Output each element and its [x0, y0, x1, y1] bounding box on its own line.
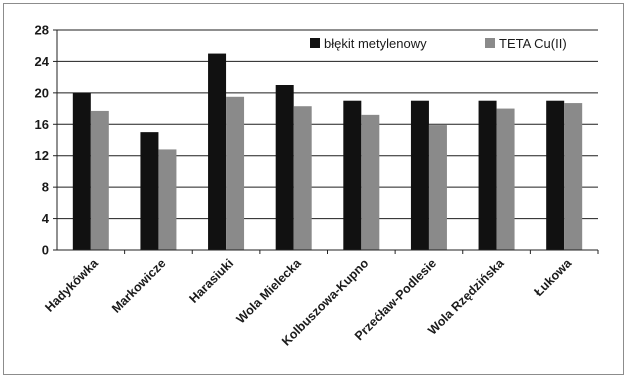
- bar-series-1: [546, 100, 565, 250]
- legend-label-series-2: TETA Cu(II): [499, 36, 567, 51]
- bar-series-2: [564, 103, 583, 250]
- bar-series-1: [275, 85, 294, 250]
- legend-label-series-1: błękit metylenowy: [324, 36, 427, 51]
- bar-series-1: [208, 53, 227, 251]
- y-tick-label: 4: [42, 211, 50, 226]
- bar-series-1: [140, 132, 159, 250]
- x-tick-label: Markowicze: [109, 256, 169, 316]
- axes: [56, 30, 598, 251]
- bar-series-1: [478, 100, 497, 250]
- bar-series-2: [226, 96, 245, 251]
- bar-series-2: [293, 106, 312, 250]
- bar-series-2: [361, 114, 380, 250]
- x-tick-label: Wola Rzędzińska: [425, 255, 507, 337]
- bar-series-2: [90, 110, 109, 250]
- y-tick-labels: 0 4 8 12 16 20 24 28: [35, 23, 57, 258]
- y-tick-label: 12: [35, 148, 49, 163]
- x-tick-label: Łukowa: [531, 255, 575, 299]
- bars: [72, 53, 583, 251]
- gridlines: [57, 29, 598, 220]
- legend-swatch-series-1: [310, 38, 320, 48]
- y-tick-label: 24: [35, 54, 50, 69]
- bar-series-2: [158, 149, 177, 250]
- x-tick-label: Harasiuki: [186, 256, 236, 306]
- bar-series-1: [343, 100, 362, 250]
- bar-series-1: [72, 92, 91, 250]
- bar-series-2: [496, 108, 515, 250]
- y-tick-label: 0: [42, 243, 49, 258]
- y-tick-label: 28: [35, 23, 49, 38]
- y-tick-label: 20: [35, 85, 49, 100]
- bar-series-1: [410, 100, 429, 250]
- x-tick-label: Hadykówka: [42, 255, 101, 314]
- legend-swatch-series-2: [485, 38, 495, 48]
- bar-series-2: [428, 125, 447, 250]
- y-tick-label: 8: [42, 180, 49, 195]
- y-tick-label: 16: [35, 117, 49, 132]
- legend: błękit metylenowy TETA Cu(II): [310, 36, 567, 51]
- x-tick-label: Wola Mielecka: [234, 255, 305, 326]
